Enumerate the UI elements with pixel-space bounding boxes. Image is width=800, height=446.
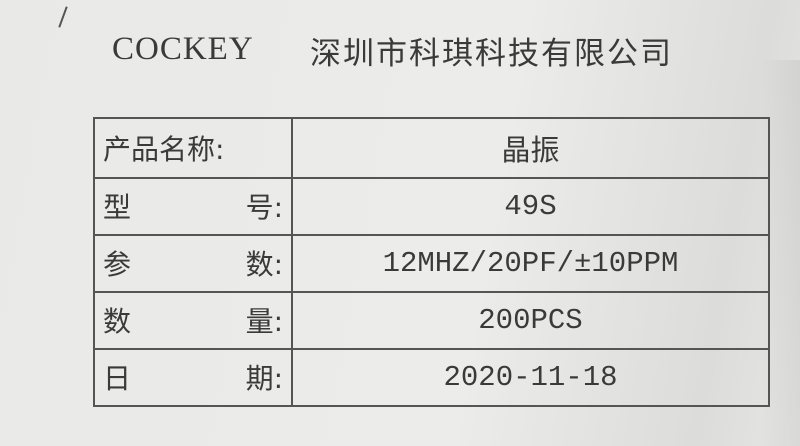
table-row: 参数: 12MHZ/20PF/±10PPM bbox=[93, 233, 770, 293]
row-label: 日期: bbox=[103, 362, 283, 396]
brand-name: COCKEY bbox=[112, 31, 254, 67]
quantity-value: 200PCS bbox=[291, 290, 770, 350]
model-value: 49S bbox=[291, 176, 770, 236]
product-info-table: 产品名称: 晶振 型号: 49S 参数: 12MHZ/20PF/±10PPM 数… bbox=[93, 117, 770, 408]
row-label: 参数: bbox=[103, 248, 283, 282]
parameters-value: 12MHZ/20PF/±10PPM bbox=[291, 233, 770, 293]
table-row: 日期: 2020-11-18 bbox=[93, 347, 770, 408]
row-label: 型号: bbox=[103, 191, 283, 225]
row-label: 产品名称: bbox=[93, 117, 293, 179]
table-row: 产品名称: 晶振 bbox=[93, 117, 770, 179]
table-row: 数量: 200PCS bbox=[93, 290, 770, 350]
label-edge bbox=[58, 6, 68, 28]
label-header: COCKEY 深圳市科琪科技有限公司 bbox=[112, 28, 671, 72]
product-name-value: 晶振 bbox=[291, 117, 770, 179]
photo-shadow bbox=[760, 60, 800, 446]
date-value: 2020-11-18 bbox=[291, 347, 770, 408]
company-name: 深圳市科琪科技有限公司 bbox=[310, 36, 673, 72]
row-label: 数量: bbox=[103, 305, 283, 339]
table-row: 型号: 49S bbox=[93, 176, 770, 236]
